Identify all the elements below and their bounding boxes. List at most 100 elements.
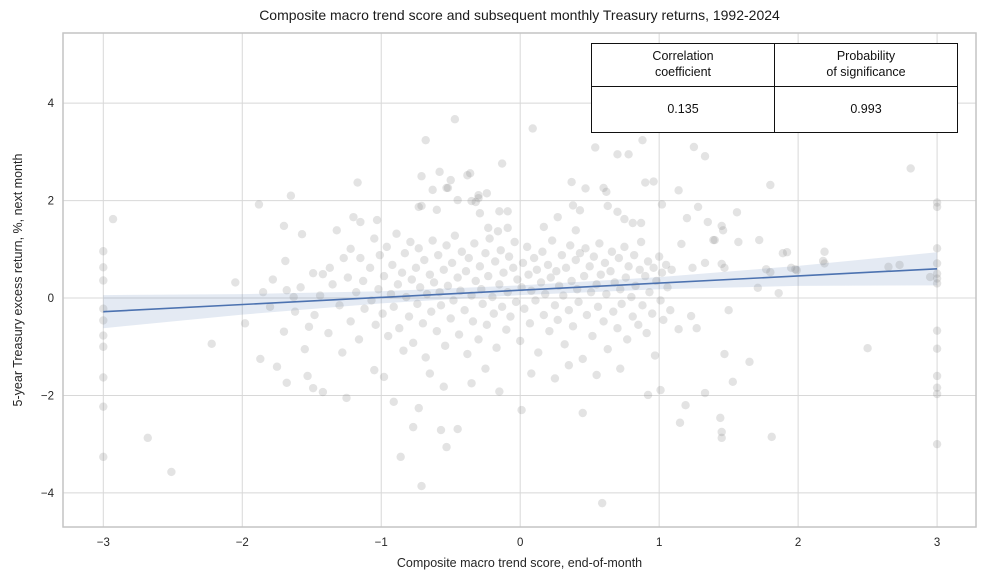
scatter-point <box>906 164 915 173</box>
scatter-point <box>425 270 435 279</box>
scatter-point <box>628 218 637 228</box>
scatter-point <box>575 206 585 215</box>
scatter-point <box>304 322 314 331</box>
scatter-point <box>421 135 430 145</box>
scatter-point <box>374 285 383 294</box>
scatter-point <box>482 320 492 330</box>
scatter-point <box>607 247 617 256</box>
scatter-point <box>641 178 650 187</box>
scatter-point <box>778 249 788 258</box>
scatter-point <box>638 301 647 310</box>
scatter-point <box>932 244 942 253</box>
scatter-point <box>578 408 587 418</box>
scatter-point <box>767 432 776 442</box>
scatter-point <box>406 237 415 247</box>
scatter-point <box>482 189 492 198</box>
scatter-point <box>599 317 608 326</box>
scatter-point <box>485 234 494 243</box>
scatter-point <box>286 191 296 200</box>
scatter-point <box>272 362 282 371</box>
scatter-point <box>308 383 318 393</box>
scatter-point <box>453 273 462 282</box>
scatter-point <box>281 256 290 266</box>
scatter-point <box>279 221 289 231</box>
scatter-point <box>609 307 618 316</box>
scatter-point <box>710 235 719 245</box>
scatter-point <box>599 183 608 193</box>
scatter-point <box>332 226 341 235</box>
scatter-point <box>559 291 568 300</box>
scatter-point <box>766 268 775 277</box>
scatter-point <box>427 307 436 316</box>
scatter-point <box>716 413 725 423</box>
scatter-point <box>447 258 457 268</box>
scatter-point <box>550 301 560 310</box>
scatter-point <box>636 218 646 228</box>
scatter-point <box>400 249 410 258</box>
scatter-point <box>560 340 569 349</box>
scatter-point <box>649 263 658 273</box>
scatter-point <box>675 418 685 427</box>
scatter-point <box>428 236 437 245</box>
scatter-point <box>648 309 657 318</box>
scatter-point <box>602 289 611 299</box>
scatter-point <box>564 306 574 315</box>
scatter-point <box>425 369 435 378</box>
scatter-point <box>654 252 664 261</box>
scatter-point <box>478 299 487 309</box>
scatter-point <box>471 197 480 207</box>
scatter-point <box>497 159 507 168</box>
scatter-point <box>461 267 471 276</box>
scatter-point <box>520 304 529 313</box>
scatter-point <box>522 242 532 252</box>
stats-table-header-row: Correlation coefficient Probability of s… <box>591 43 958 87</box>
scatter-point <box>614 253 624 263</box>
scatter-point <box>641 271 650 281</box>
scatter-point <box>315 291 325 300</box>
scatter-point <box>388 260 397 270</box>
scatter-point <box>421 353 430 362</box>
scatter-point <box>932 274 942 283</box>
scatter-point <box>254 200 264 209</box>
scatter-point <box>481 364 490 373</box>
scatter-point <box>686 311 696 321</box>
scatter-point <box>585 262 594 271</box>
scatter-point <box>539 222 549 232</box>
scatter-point <box>932 202 942 212</box>
scatter-point <box>592 370 601 380</box>
scatter-point <box>786 263 796 273</box>
correlation-value-cell: 0.135 <box>591 86 775 133</box>
scatter-point <box>349 212 358 222</box>
scatter-point <box>393 280 403 289</box>
scatter-point <box>379 372 389 382</box>
scatter-point <box>402 292 411 302</box>
scatter-point <box>531 296 540 305</box>
scatter-point <box>365 263 375 273</box>
scatter-point <box>342 393 351 403</box>
scatter-point <box>634 320 643 330</box>
scatter-point <box>99 452 108 462</box>
scatter-point <box>399 346 408 355</box>
scatter-point <box>720 349 729 359</box>
y-tick-label: 4 <box>48 98 55 110</box>
scatter-point <box>596 270 605 279</box>
scatter-point <box>718 226 728 235</box>
scatter-point <box>627 292 636 302</box>
scatter-point <box>591 143 600 152</box>
scatter-point <box>629 250 639 260</box>
scatter-point <box>339 253 348 263</box>
scatter-point <box>884 262 893 272</box>
scatter-point <box>449 296 458 305</box>
correlation-header-line2: coefficient <box>654 65 712 79</box>
scatter-point <box>636 237 646 247</box>
scatter-point <box>682 213 692 223</box>
scatter-point <box>358 276 368 286</box>
scatter-point <box>464 253 473 263</box>
scatter-point <box>667 265 676 274</box>
scatter-point <box>525 319 535 328</box>
scatter-point <box>481 249 490 258</box>
scatter-point <box>511 297 521 307</box>
scatter-point <box>282 378 291 387</box>
scatter-point <box>493 227 503 236</box>
y-tick-label: 0 <box>48 293 54 305</box>
